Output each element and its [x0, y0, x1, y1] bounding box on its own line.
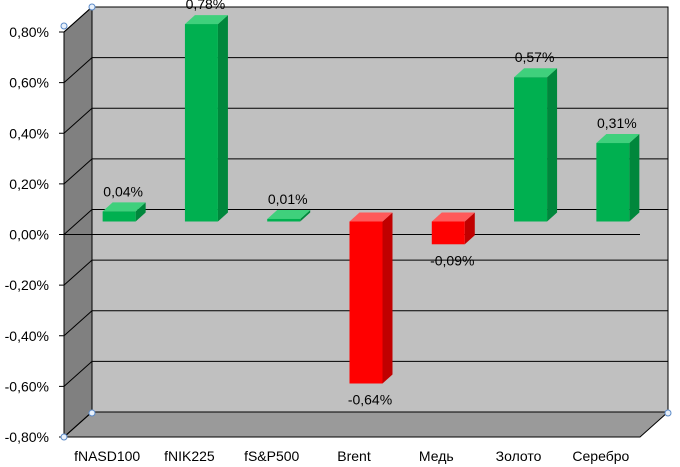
selection-handles: [60, 3, 672, 441]
bar-5: [431, 212, 475, 245]
bar-4: [349, 212, 393, 384]
bar-side: [629, 134, 640, 222]
selection-handle: [88, 409, 96, 417]
gridline-side: [63, 259, 93, 286]
y-tick-label: 0,40%: [9, 125, 49, 141]
bar-top: [596, 134, 640, 144]
data-labels: 0,04% 0,78% 0,01% -0,64% -0,09% 0,57% 0,31%: [103, 0, 636, 408]
bar-2: [184, 15, 228, 222]
x-tick-label: Серебро: [572, 448, 629, 464]
gridline-side: [63, 411, 93, 438]
bar-top: [102, 202, 146, 212]
bar-side: [464, 212, 475, 245]
bar-side: [382, 212, 393, 384]
bar-side: [300, 209, 311, 222]
selection-handle: [60, 433, 68, 441]
floor: [62, 411, 670, 438]
y-tick-label: 0,80%: [9, 24, 49, 40]
bar-front: [514, 77, 548, 222]
y-tick-label: -0,20%: [5, 277, 49, 293]
gridline-side: [63, 310, 93, 337]
x-tick-label: fS&P500: [244, 448, 299, 464]
gridline-side: [63, 209, 93, 235]
data-label: 0,31%: [597, 115, 637, 131]
selection-handle: [664, 409, 672, 417]
x-tick-label: Медь: [419, 448, 454, 464]
gridline-side: [63, 107, 93, 134]
y-tick-label: -0,40%: [5, 328, 49, 344]
bar-1: [102, 202, 146, 222]
bar-top: [349, 212, 393, 222]
bar-front: [431, 221, 465, 245]
y-axis-tick-labels: 0,80% 0,60% 0,40% 0,20% 0,00% -0,20% -0,40% -0,…: [5, 24, 49, 445]
gridline-side: [63, 57, 93, 83]
selection-handle: [88, 3, 96, 11]
bar-top: [514, 68, 558, 78]
y-tick-label: -0,80%: [5, 429, 49, 445]
data-label: -0,64%: [348, 392, 392, 408]
bar-front: [267, 218, 301, 222]
bar-top: [431, 212, 475, 222]
bar-front: [184, 24, 218, 222]
data-label: 0,04%: [103, 183, 143, 199]
x-tick-label: Brent: [337, 448, 371, 464]
gridline-side: [63, 6, 93, 33]
bar-7: [596, 134, 640, 222]
bar-side: [135, 202, 146, 222]
gridline-side: [63, 158, 93, 185]
x-axis-tick-labels: fNASD100 fNIK225 fS&P500 Brent Медь Золото Сер…: [74, 448, 629, 464]
data-label: 0,01%: [268, 191, 308, 207]
bar-front: [102, 211, 136, 222]
bar-top: [184, 15, 228, 25]
bars: [102, 15, 640, 384]
bar-side: [217, 15, 228, 222]
y-tick-label: 0,60%: [9, 75, 49, 91]
bar-6: [514, 68, 558, 222]
selection-handle: [60, 22, 68, 30]
bar-front: [349, 221, 383, 384]
data-label: 0,78%: [186, 0, 226, 12]
bar-side: [547, 68, 558, 222]
bar-top: [267, 209, 311, 219]
x-tick-label: fNIK225: [164, 448, 215, 464]
y-tick-label: 0,00%: [9, 227, 49, 243]
data-label: 0,57%: [515, 49, 555, 65]
gridline-side: [63, 361, 93, 387]
x-tick-label: fNASD100: [74, 448, 140, 464]
data-label: -0,09%: [430, 252, 474, 268]
y-tick-label: 0,20%: [9, 176, 49, 192]
x-tick-label: Золото: [496, 448, 542, 464]
y-tick-label: -0,60%: [5, 378, 49, 394]
bar-3: [267, 209, 311, 222]
bar-front: [596, 143, 630, 222]
